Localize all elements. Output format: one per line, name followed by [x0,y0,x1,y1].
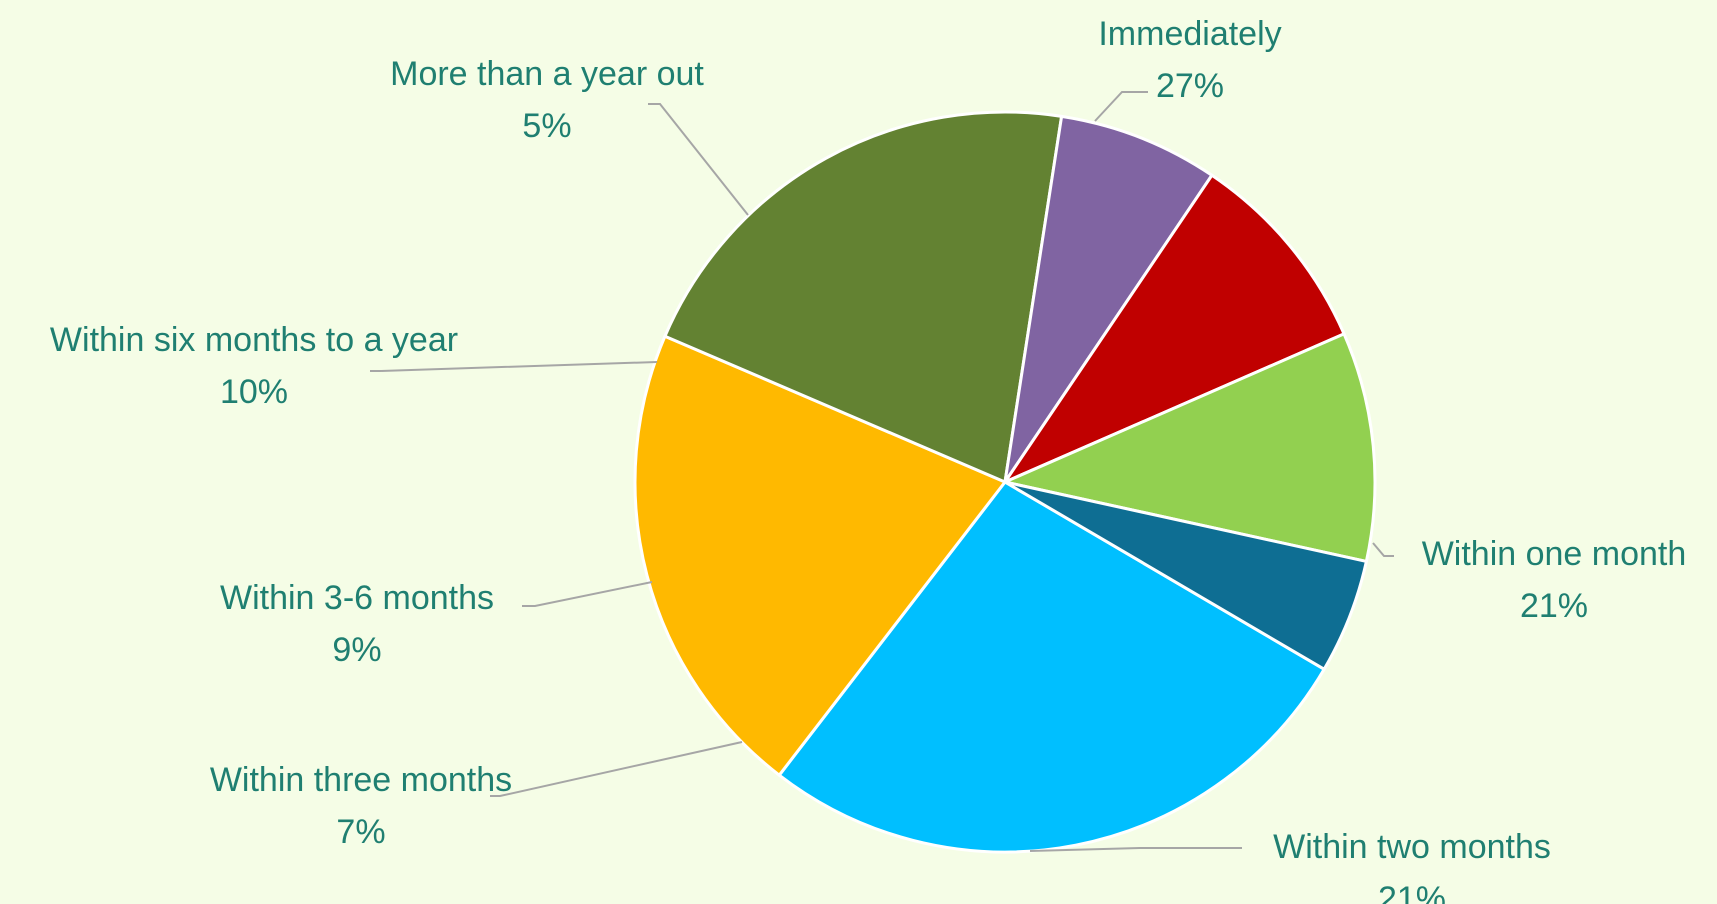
pie-slice [1003,480,1368,671]
pie-slices [633,110,1377,854]
slice-category-label: More than a year out [390,55,704,93]
slice-category-label: Within 3-6 months [220,579,494,617]
leader-line [522,581,653,607]
slice-percent-label: 21% [1520,587,1588,625]
pie-slice [663,110,1064,484]
leader-line [490,741,743,797]
slice-category-label: Within two months [1273,828,1551,866]
slice-category-label: Within six months to a year [50,321,458,359]
leader-line [1029,847,1242,852]
leader-line [648,103,749,216]
slice-percent-label: 21% [1378,880,1446,904]
leader-lines [370,91,1394,852]
slice-category-label: Immediately [1098,15,1281,53]
slice-percent-label: 9% [332,631,381,669]
pie-slice [1003,114,1214,484]
slice-category-label: Within three months [210,761,512,799]
slice-percent-label: 5% [522,107,571,145]
slice-category-label: Within one month [1422,535,1687,573]
pie-slice [1003,332,1377,563]
pie-slice [1003,173,1346,484]
slice-percent-label: 7% [336,813,385,851]
pie-slice [777,480,1326,854]
leader-line [370,361,658,372]
slice-percent-label: 10% [220,373,288,411]
slice-percent-label: 27% [1156,67,1224,105]
leader-line [1094,91,1148,122]
leader-line [1372,542,1394,557]
slice-labels: Immediately 27% Within one month 21% Within … [50,15,1686,904]
pie-slice [633,334,1007,777]
